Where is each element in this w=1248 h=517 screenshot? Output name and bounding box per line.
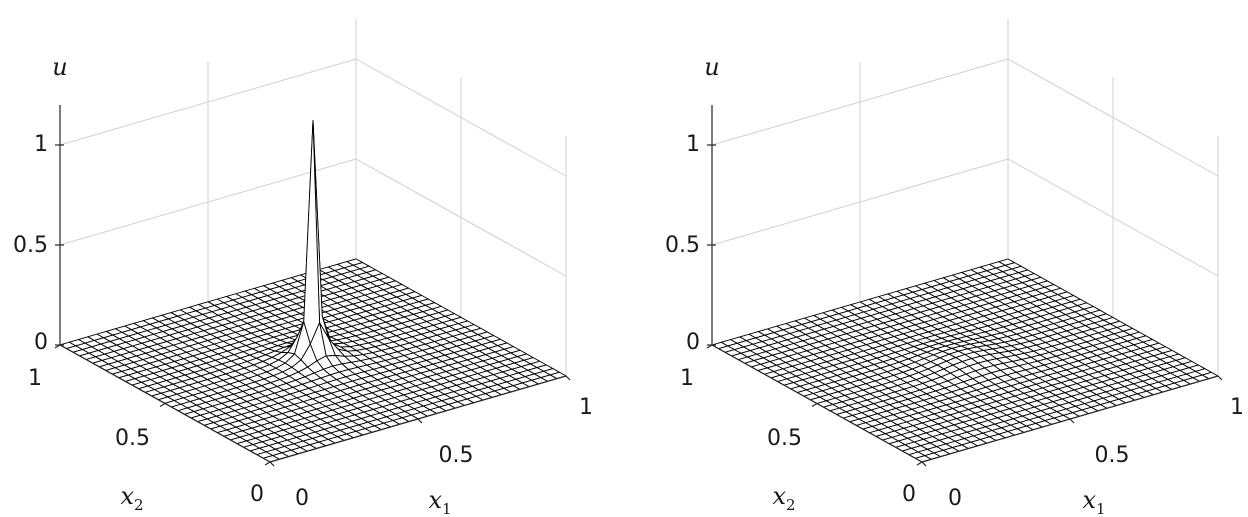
z-axis-label: u (52, 53, 67, 81)
x1-tick (1069, 418, 1075, 424)
surface-mesh (59, 120, 567, 463)
grid-line (355, 58, 567, 177)
axes-lines (706, 105, 1223, 467)
x2-tick (811, 402, 818, 408)
x1-tick-label: 1 (1230, 395, 1244, 420)
z-tick-label: 0.5 (665, 233, 700, 258)
x2-tick (54, 344, 61, 349)
z-axis-label: u (704, 53, 719, 81)
x2-axis-label: x2 (772, 482, 795, 514)
z-tick-label: 0 (686, 330, 700, 355)
surface-plot-right: 1 0.5 0 1 0.5 0 0 0.5 1 u x2 x1 (665, 19, 1244, 517)
x1-tick-label: 0.5 (1095, 443, 1130, 468)
x2-tick-label: 1 (680, 366, 694, 391)
z-tick-label: 1 (34, 132, 48, 157)
x2-tick (264, 461, 271, 466)
x1-axis-label: x1 (1082, 486, 1105, 517)
x2-tick-label: 0 (902, 482, 916, 507)
z-tick-label: 1 (686, 132, 700, 157)
grid-line (59, 58, 357, 146)
x2-tick (706, 344, 713, 349)
x2-tick-label: 1 (28, 366, 42, 391)
x1-tick (565, 375, 571, 381)
x2-tick (159, 402, 166, 408)
x1-tick (269, 461, 275, 467)
axes-lines (54, 105, 571, 467)
surface-plot-left: 1 0.5 0 1 0.5 0 0 0.5 1 u x2 x1 (13, 19, 593, 517)
grid-line (1007, 58, 1219, 177)
x1-axis-label: x1 (428, 486, 451, 517)
z-tick-label: 0.5 (13, 233, 48, 258)
x2-tick-label: 0 (250, 482, 264, 507)
x1-tick (417, 418, 423, 424)
x2-tick-label: 0.5 (115, 426, 150, 451)
x2-axis-label: x2 (120, 482, 143, 514)
x2-tick (916, 461, 923, 466)
x1-tick-label: 1 (579, 395, 593, 420)
x2-tick-label: 0.5 (767, 426, 802, 451)
x1-tick (921, 461, 927, 467)
z-tick-label: 0 (34, 330, 48, 355)
x1-tick-label: 0 (948, 486, 962, 511)
x1-tick (1217, 375, 1223, 381)
grid-line (711, 58, 1009, 146)
x1-tick-label: 0 (295, 486, 309, 511)
x1-tick-label: 0.5 (439, 443, 474, 468)
